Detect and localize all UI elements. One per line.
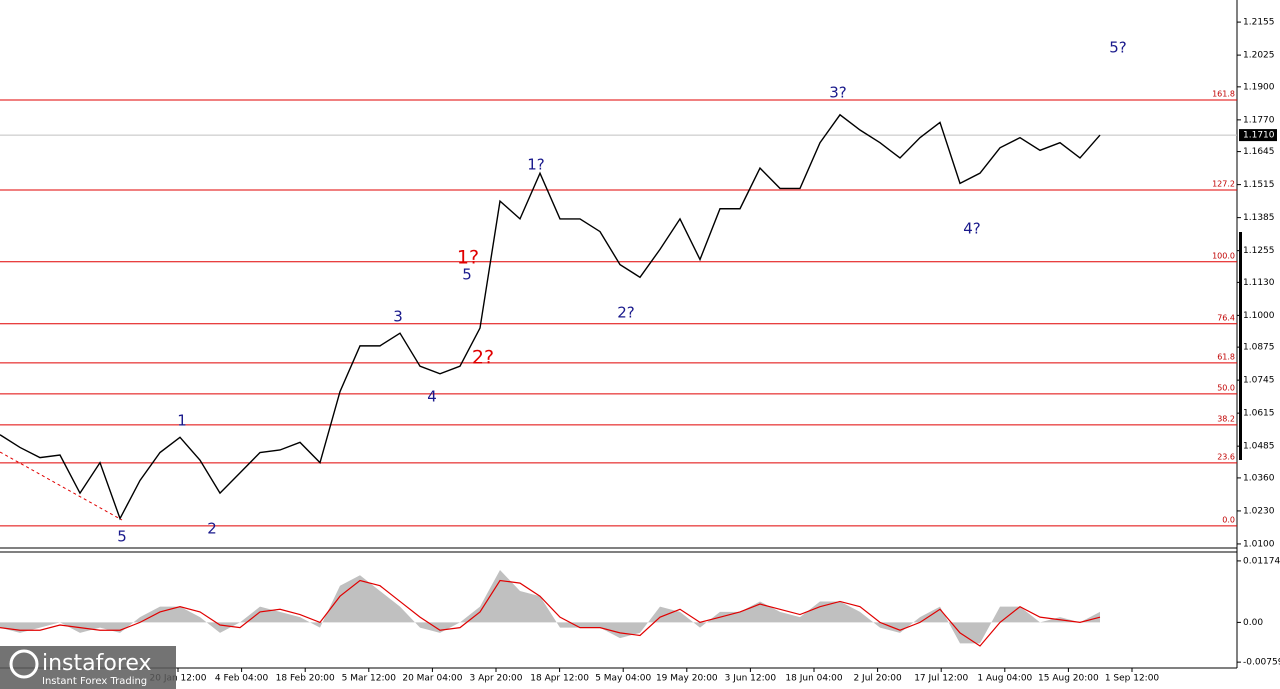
price-panel: 1.2155 1.2025 1.1900 1.1770 1.1645 1.1515 1.13… — [0, 18, 1277, 684]
fib-label: 161.8 — [1212, 90, 1235, 99]
fib-label: 50.0 — [1217, 383, 1235, 392]
macd-signal — [0, 579, 1101, 647]
fib-label: 100.0 — [1212, 251, 1235, 260]
y-tick-label: 1.0875 — [1243, 343, 1275, 353]
current-price-box — [1239, 129, 1277, 142]
wave-label: 1? — [457, 247, 479, 269]
current-price-label: 1.1710 — [1243, 131, 1275, 141]
y-tick-label: 1.0100 — [1243, 539, 1275, 549]
y-tick-label: 1.2025 — [1243, 51, 1275, 61]
y-tick-label: -0.00759 — [1243, 658, 1280, 668]
wave-label: 5 — [117, 528, 127, 546]
y-tick-label: 1.2155 — [1243, 18, 1275, 28]
logo-icon — [9, 649, 39, 679]
price-line — [0, 113, 1101, 521]
wave-label: 5? — [1109, 39, 1127, 57]
x-tick-label: 17 Jul 12:00 — [914, 674, 968, 684]
y-tick-label: 1.1900 — [1243, 82, 1275, 92]
fib-label: 23.6 — [1217, 452, 1235, 461]
wave-label: 4? — [963, 220, 981, 238]
y-tick-label: 0.00 — [1243, 618, 1263, 628]
y-tick-label: 1.1645 — [1243, 147, 1275, 157]
wave-label: 3? — [829, 84, 847, 102]
x-tick-label: 4 Feb 04:00 — [215, 674, 269, 684]
fib-label: 127.2 — [1212, 179, 1235, 188]
wave-label: 4 — [427, 388, 437, 406]
wave-label: 2? — [617, 304, 635, 322]
wave-label: 5 — [462, 266, 472, 284]
x-tick-label: 2 Jul 20:00 — [853, 674, 902, 684]
wave-label: 2? — [472, 347, 494, 369]
y-tick-label: 0.01174 — [1243, 556, 1280, 566]
x-tick-label: 3 Apr 20:00 — [470, 674, 523, 684]
y-tick-label: 1.0745 — [1243, 376, 1275, 386]
x-tick-label: 5 Mar 12:00 — [342, 674, 397, 684]
y-tick-label: 1.0485 — [1243, 442, 1275, 452]
y-tick-label: 1.0360 — [1243, 473, 1275, 483]
fib-label: 61.8 — [1217, 352, 1235, 361]
logo: instaforex Instant Forex Trading — [0, 646, 176, 689]
x-tick-label: 15 Aug 20:00 — [1038, 674, 1099, 684]
x-tick-label: 1 Sep 12:00 — [1105, 674, 1160, 684]
x-tick-label: 20 Mar 04:00 — [402, 674, 462, 684]
macd-panel: 0.01174 0.00 -0.00759 — [0, 556, 1280, 668]
wave-label: 3 — [393, 308, 403, 326]
fib-label: 0.0 — [1222, 515, 1235, 524]
wave-label: 2 — [207, 520, 217, 538]
logo-name: instaforex — [42, 651, 152, 676]
x-tick-label: 19 May 20:00 — [656, 674, 718, 684]
wave-label: 1? — [527, 156, 545, 174]
y-tick-label: 1.1770 — [1243, 115, 1275, 125]
x-tick-label: 3 Jun 12:00 — [725, 674, 777, 684]
y-tick-label: 1.0615 — [1243, 409, 1275, 419]
y-tick-label: 1.1130 — [1243, 278, 1275, 288]
logo-tagline: Instant Forex Trading — [42, 676, 147, 687]
x-tick-label: 5 May 04:00 — [595, 674, 651, 684]
x-tick-label: 1 Aug 04:00 — [977, 674, 1032, 684]
x-tick-label: 18 Apr 12:00 — [530, 674, 589, 684]
trend-line — [0, 451, 123, 521]
fib-label: 76.4 — [1217, 313, 1235, 322]
y-tick-label: 1.0230 — [1243, 506, 1275, 516]
x-tick-label: 18 Feb 20:00 — [276, 674, 335, 684]
y-tick-label: 1.1000 — [1243, 311, 1275, 321]
x-tick-label: 18 Jun 04:00 — [785, 674, 842, 684]
fib-label: 38.2 — [1217, 414, 1235, 423]
y-tick-label: 1.1385 — [1243, 213, 1275, 223]
scroll-marker — [1239, 232, 1242, 460]
x-tick-label: 20 Jan 12:00 — [150, 674, 207, 684]
y-tick-label: 1.1255 — [1243, 246, 1275, 256]
wave-label: 1 — [177, 412, 187, 430]
y-tick-label: 1.1515 — [1243, 180, 1275, 190]
